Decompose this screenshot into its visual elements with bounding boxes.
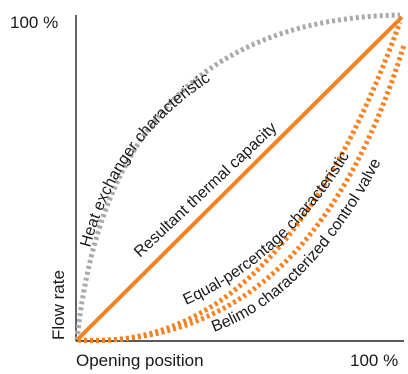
- y-max-label: 100 %: [10, 13, 58, 32]
- y-axis-label: Flow rate: [49, 270, 68, 340]
- x-axis-label: Opening position: [76, 351, 204, 370]
- x-max-label: 100 %: [350, 351, 398, 370]
- belimo-curve: [77, 44, 407, 343]
- heat-exchanger-curve: [74, 12, 401, 341]
- resultant-line: [75, 15, 404, 342]
- resultant-label: Resultant thermal capacity: [131, 119, 280, 261]
